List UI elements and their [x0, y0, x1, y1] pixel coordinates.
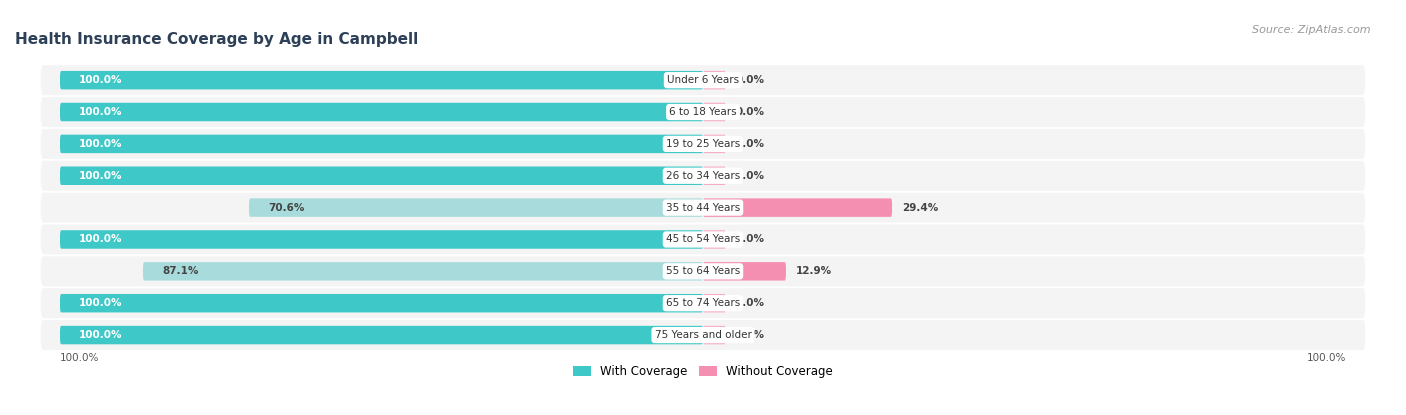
Text: 0.0%: 0.0%	[735, 75, 763, 85]
FancyBboxPatch shape	[703, 294, 725, 312]
Text: 12.9%: 12.9%	[796, 266, 832, 276]
FancyBboxPatch shape	[60, 71, 703, 89]
Text: 100.0%: 100.0%	[1306, 353, 1346, 363]
Text: 55 to 64 Years: 55 to 64 Years	[666, 266, 740, 276]
Text: 70.6%: 70.6%	[269, 203, 305, 212]
FancyBboxPatch shape	[60, 230, 703, 249]
Text: 100.0%: 100.0%	[79, 234, 122, 244]
FancyBboxPatch shape	[703, 262, 786, 281]
Text: 19 to 25 Years: 19 to 25 Years	[666, 139, 740, 149]
FancyBboxPatch shape	[703, 134, 725, 153]
FancyBboxPatch shape	[41, 225, 1365, 254]
Text: Source: ZipAtlas.com: Source: ZipAtlas.com	[1253, 25, 1371, 35]
FancyBboxPatch shape	[41, 288, 1365, 318]
Text: 100.0%: 100.0%	[60, 353, 100, 363]
Legend: With Coverage, Without Coverage: With Coverage, Without Coverage	[568, 360, 838, 383]
Text: Health Insurance Coverage by Age in Campbell: Health Insurance Coverage by Age in Camp…	[15, 32, 418, 47]
Text: 100.0%: 100.0%	[79, 107, 122, 117]
Text: 100.0%: 100.0%	[79, 171, 122, 181]
Text: 26 to 34 Years: 26 to 34 Years	[666, 171, 740, 181]
Text: 100.0%: 100.0%	[79, 298, 122, 308]
FancyBboxPatch shape	[60, 134, 703, 153]
Text: 100.0%: 100.0%	[79, 75, 122, 85]
FancyBboxPatch shape	[60, 103, 703, 121]
Text: 0.0%: 0.0%	[735, 171, 763, 181]
FancyBboxPatch shape	[703, 326, 725, 344]
FancyBboxPatch shape	[41, 129, 1365, 159]
Text: 0.0%: 0.0%	[735, 298, 763, 308]
FancyBboxPatch shape	[703, 166, 725, 185]
FancyBboxPatch shape	[143, 262, 703, 281]
Text: 35 to 44 Years: 35 to 44 Years	[666, 203, 740, 212]
FancyBboxPatch shape	[60, 166, 703, 185]
FancyBboxPatch shape	[41, 97, 1365, 127]
Text: 6 to 18 Years: 6 to 18 Years	[669, 107, 737, 117]
Text: 87.1%: 87.1%	[162, 266, 198, 276]
FancyBboxPatch shape	[41, 256, 1365, 286]
FancyBboxPatch shape	[41, 320, 1365, 350]
Text: 0.0%: 0.0%	[735, 139, 763, 149]
FancyBboxPatch shape	[703, 198, 891, 217]
Text: 29.4%: 29.4%	[901, 203, 938, 212]
Text: 0.0%: 0.0%	[735, 330, 763, 340]
FancyBboxPatch shape	[703, 103, 725, 121]
FancyBboxPatch shape	[249, 198, 703, 217]
FancyBboxPatch shape	[41, 161, 1365, 191]
FancyBboxPatch shape	[41, 65, 1365, 95]
Text: 45 to 54 Years: 45 to 54 Years	[666, 234, 740, 244]
Text: 65 to 74 Years: 65 to 74 Years	[666, 298, 740, 308]
Text: 100.0%: 100.0%	[79, 139, 122, 149]
FancyBboxPatch shape	[60, 326, 703, 344]
FancyBboxPatch shape	[703, 71, 725, 89]
Text: 0.0%: 0.0%	[735, 107, 763, 117]
FancyBboxPatch shape	[41, 193, 1365, 222]
FancyBboxPatch shape	[703, 230, 725, 249]
Text: 75 Years and older: 75 Years and older	[655, 330, 751, 340]
Text: 100.0%: 100.0%	[79, 330, 122, 340]
Text: 0.0%: 0.0%	[735, 234, 763, 244]
Text: Under 6 Years: Under 6 Years	[666, 75, 740, 85]
FancyBboxPatch shape	[60, 294, 703, 312]
